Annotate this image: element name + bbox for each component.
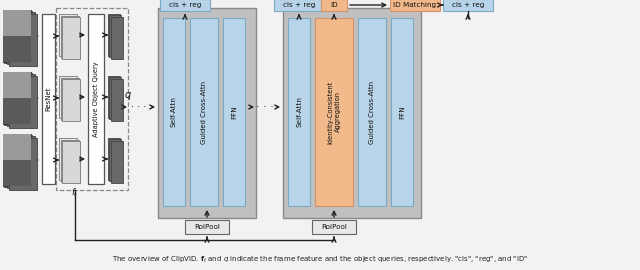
Bar (321, 0, 347, 11)
Bar (108, 14, 120, 56)
Bar (61, 77, 79, 120)
Bar (185, 220, 229, 234)
Bar (62, 141, 80, 183)
Text: Self-Attn: Self-Attn (171, 97, 177, 127)
Bar (61, 140, 79, 182)
Bar (3, 10, 31, 36)
Bar (3, 160, 31, 186)
Bar (3, 72, 31, 124)
Bar (6, 12, 35, 65)
Bar (391, 18, 413, 206)
Text: cls + reg: cls + reg (452, 2, 484, 8)
Bar (109, 139, 122, 181)
Text: ID: ID (330, 2, 338, 8)
Bar (59, 14, 77, 56)
Bar (315, 18, 353, 206)
Bar (111, 79, 123, 121)
Bar (3, 134, 31, 160)
Text: RoiPool: RoiPool (194, 224, 220, 230)
Bar (158, 8, 256, 218)
Bar (9, 138, 37, 190)
Bar (111, 17, 123, 59)
Bar (108, 138, 120, 180)
Bar (358, 18, 386, 206)
Text: Adaptive Object Query: Adaptive Object Query (93, 61, 99, 137)
Bar (42, 14, 55, 184)
Bar (283, 8, 421, 218)
Bar (59, 76, 77, 118)
Bar (3, 36, 31, 62)
Bar (109, 77, 122, 119)
Bar (59, 138, 77, 180)
Text: FFN: FFN (399, 105, 405, 119)
Bar (6, 75, 35, 126)
Bar (3, 72, 31, 98)
Text: · · ·: · · · (256, 102, 274, 112)
Bar (88, 14, 104, 184)
Bar (3, 134, 31, 186)
Text: Self-Attn: Self-Attn (296, 97, 302, 127)
Bar (4, 11, 32, 63)
Text: RoiPool: RoiPool (321, 224, 347, 230)
Bar (3, 98, 31, 124)
Bar (443, 0, 493, 11)
Bar (9, 76, 37, 128)
Text: ResNet: ResNet (45, 87, 51, 111)
Text: · · ·: · · · (131, 102, 147, 112)
Text: Guided Cross-Attn: Guided Cross-Attn (369, 80, 375, 144)
Text: ID Matching: ID Matching (394, 2, 436, 8)
Bar (160, 0, 210, 11)
Bar (312, 220, 356, 234)
Bar (3, 10, 31, 62)
Bar (190, 18, 218, 206)
Bar (61, 16, 79, 58)
Bar (274, 0, 324, 11)
Bar (390, 0, 440, 11)
Bar (3, 10, 31, 62)
Bar (223, 18, 245, 206)
Bar (4, 73, 32, 125)
Text: FFN: FFN (231, 105, 237, 119)
Bar (3, 72, 31, 124)
Bar (163, 18, 185, 206)
Text: Identity-Consistent
Aggregation: Identity-Consistent Aggregation (328, 80, 340, 144)
Bar (109, 15, 122, 58)
Bar (4, 135, 32, 187)
Bar (6, 136, 35, 188)
Text: cls + reg: cls + reg (283, 2, 315, 8)
Bar (3, 134, 31, 186)
Bar (9, 14, 37, 66)
Bar (288, 18, 310, 206)
Text: Guided Cross-Attn: Guided Cross-Attn (201, 80, 207, 144)
Text: $f_t$: $f_t$ (71, 187, 79, 199)
Text: The overview of ClipVID. $\mathbf{f}_t$ and $q$ indicate the frame feature and t: The overview of ClipVID. $\mathbf{f}_t$ … (112, 255, 528, 265)
Text: $q$: $q$ (124, 90, 132, 102)
Bar (62, 17, 80, 59)
Bar (111, 141, 123, 183)
Bar (108, 76, 120, 118)
Bar (56, 8, 128, 190)
Text: cls + reg: cls + reg (169, 2, 201, 8)
Bar (62, 79, 80, 121)
